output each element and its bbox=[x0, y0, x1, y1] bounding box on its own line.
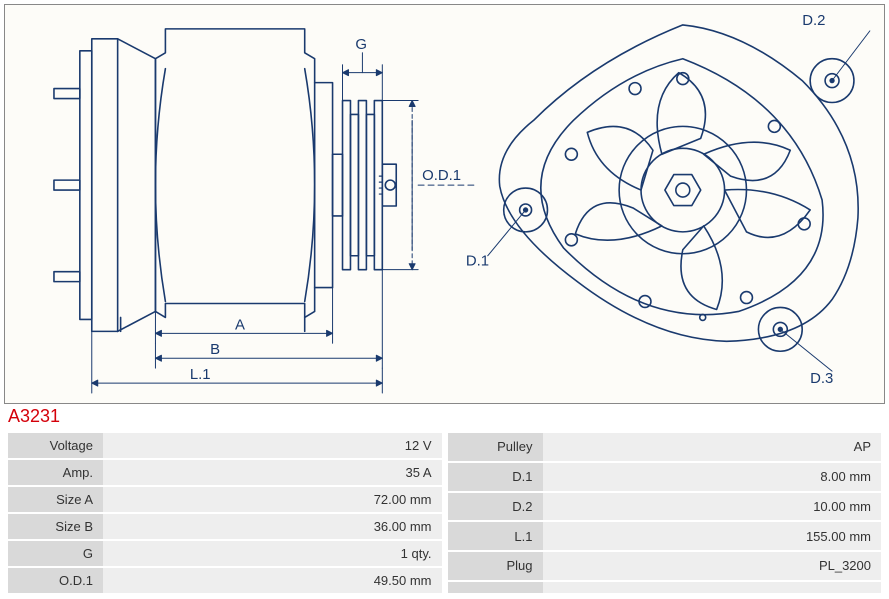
label-od1: O.D.1 bbox=[422, 167, 461, 184]
part-code: A3231 bbox=[8, 406, 885, 427]
spec-value: 12 V bbox=[103, 433, 442, 458]
spec-row: O.D.149.50 mm bbox=[8, 568, 442, 593]
spec-key: D.2 bbox=[448, 493, 543, 521]
spec-key: G bbox=[8, 541, 103, 566]
spec-key: D.1 bbox=[448, 463, 543, 491]
spec-row: D.210.00 mm bbox=[448, 493, 882, 521]
label-d3: D.3 bbox=[810, 370, 833, 387]
label-a: A bbox=[235, 316, 245, 333]
spec-key: O.D.1 bbox=[8, 568, 103, 593]
spec-table-left: Voltage12 VAmp.35 ASize A72.00 mmSize B3… bbox=[8, 431, 442, 595]
side-dimensions bbox=[92, 53, 474, 393]
spec-key: Voltage bbox=[8, 433, 103, 458]
spec-row: Size B36.00 mm bbox=[8, 514, 442, 539]
spec-value: AP bbox=[543, 433, 882, 461]
spec-value: 36.00 mm bbox=[103, 514, 442, 539]
technical-drawing: G O.D.1 A B L.1 D.1 D.2 D.3 bbox=[4, 4, 885, 404]
spec-value: PL_3200 bbox=[543, 552, 882, 580]
drawing-svg: G O.D.1 A B L.1 D.1 D.2 D.3 bbox=[5, 5, 884, 403]
spec-key: Amp. bbox=[8, 460, 103, 485]
spec-row: D.18.00 mm bbox=[448, 463, 882, 491]
spec-value: 10.00 mm bbox=[543, 493, 882, 521]
label-d2: D.2 bbox=[802, 12, 825, 29]
spec-row: PlugPL_3200 bbox=[448, 552, 882, 580]
spec-value: 35 A bbox=[103, 460, 442, 485]
spec-value: 155.00 mm bbox=[543, 522, 882, 550]
spec-value: 49.50 mm bbox=[103, 568, 442, 593]
dim-labels: G O.D.1 A B L.1 D.1 D.2 D.3 bbox=[190, 12, 834, 387]
spec-row: PulleyAP bbox=[448, 433, 882, 461]
spec-tables: Voltage12 VAmp.35 ASize A72.00 mmSize B3… bbox=[4, 431, 885, 595]
label-g: G bbox=[355, 36, 367, 53]
spec-value: 1 qty. bbox=[103, 541, 442, 566]
label-d1: D.1 bbox=[466, 253, 489, 270]
spec-key: Pulley bbox=[448, 433, 543, 461]
spec-row: Voltage12 V bbox=[8, 433, 442, 458]
spec-row: Size A72.00 mm bbox=[8, 487, 442, 512]
label-b: B bbox=[210, 341, 220, 358]
spec-value bbox=[543, 582, 882, 593]
spec-key bbox=[448, 582, 543, 593]
label-l1: L.1 bbox=[190, 366, 211, 383]
spec-row: G1 qty. bbox=[8, 541, 442, 566]
front-view bbox=[488, 25, 870, 371]
spec-row: L.1155.00 mm bbox=[448, 522, 882, 550]
spec-value: 8.00 mm bbox=[543, 463, 882, 491]
spec-key: Plug bbox=[448, 552, 543, 580]
spec-row: Amp.35 A bbox=[8, 460, 442, 485]
spec-key: Size A bbox=[8, 487, 103, 512]
spec-table-right: PulleyAPD.18.00 mmD.210.00 mmL.1155.00 m… bbox=[448, 431, 882, 595]
spec-key: L.1 bbox=[448, 522, 543, 550]
spec-key: Size B bbox=[8, 514, 103, 539]
spec-value: 72.00 mm bbox=[103, 487, 442, 512]
spec-row bbox=[448, 582, 882, 593]
